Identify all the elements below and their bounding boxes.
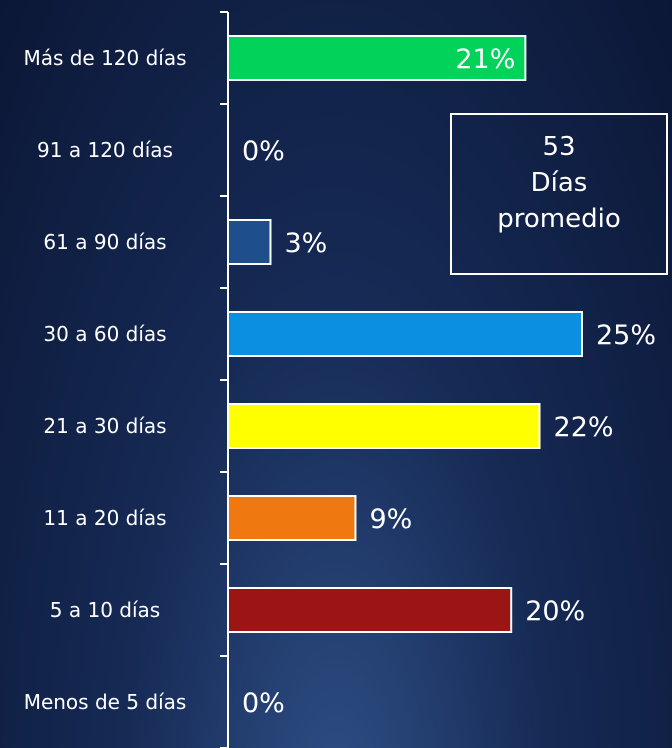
category-label: 61 a 90 días — [43, 230, 167, 254]
category-label: 11 a 20 días — [43, 506, 167, 530]
annotation-box: 53 Días promedio — [450, 113, 668, 275]
annotation-value: 53 — [542, 132, 576, 162]
data-label: 9% — [369, 504, 412, 535]
bar — [227, 35, 527, 81]
data-label: 0% — [242, 136, 285, 167]
bar — [227, 219, 272, 265]
bar — [227, 495, 357, 541]
category-label: Menos de 5 días — [23, 690, 187, 714]
data-label: 20% — [525, 596, 585, 627]
category-label: 5 a 10 días — [49, 598, 161, 622]
data-label: 22% — [554, 412, 614, 443]
data-label: 0% — [242, 688, 285, 719]
data-label: 21% — [455, 44, 515, 75]
category-label: 91 a 120 días — [37, 138, 173, 162]
data-label: 25% — [596, 320, 656, 351]
annotation-label: Días promedio — [497, 168, 621, 234]
bar — [227, 403, 541, 449]
bar — [227, 311, 583, 357]
category-label: 30 a 60 días — [43, 322, 167, 346]
data-label: 3% — [284, 228, 327, 259]
bar — [227, 587, 513, 633]
category-label: Más de 120 días — [23, 46, 187, 70]
category-label: 21 a 30 días — [43, 414, 167, 438]
